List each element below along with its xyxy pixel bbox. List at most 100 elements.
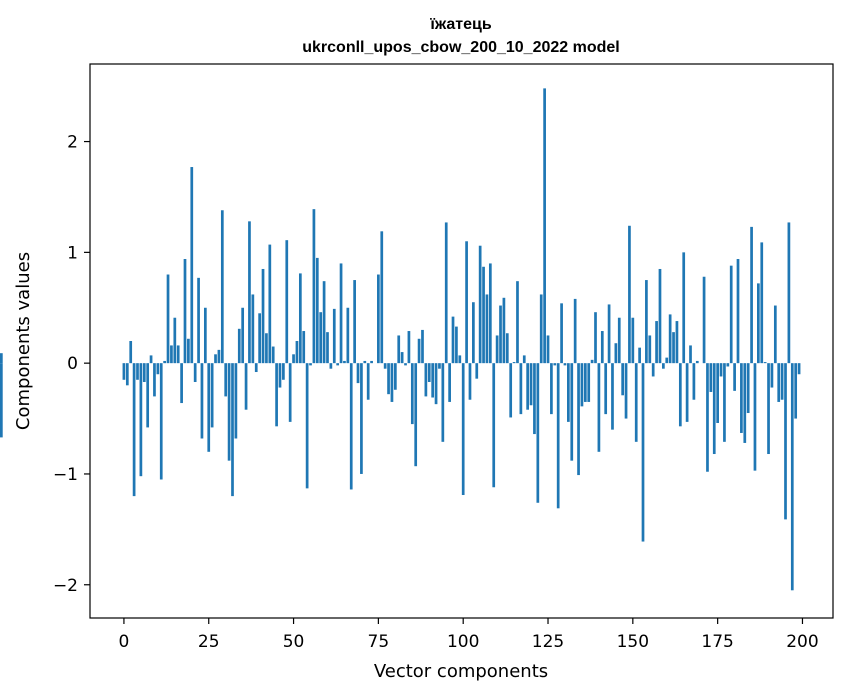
bar-component-7	[146, 363, 150, 428]
bar-component-97	[451, 316, 455, 364]
bars-group	[0, 88, 801, 591]
bar-component-168	[692, 363, 696, 400]
bar-component-24	[203, 307, 207, 364]
bar-component-12	[163, 360, 166, 364]
bar-component-79	[390, 363, 394, 402]
bar-component-30	[224, 363, 228, 397]
bar-component-130	[563, 363, 567, 366]
x-tick-label: 200	[786, 632, 818, 652]
x-tick-label: 100	[447, 632, 479, 652]
bar-component-197	[790, 363, 794, 591]
bar-component-148	[624, 363, 628, 419]
bar-component-120	[529, 363, 533, 406]
bar-component-90	[427, 363, 431, 382]
bar-component-31	[227, 363, 231, 461]
bar-component-172	[706, 363, 709, 472]
bar-component-147	[621, 363, 625, 396]
bar-component-53	[302, 331, 306, 364]
bar-component-83	[404, 363, 407, 366]
bar-component-145	[614, 343, 618, 364]
bar-component-184	[746, 363, 750, 414]
bar-component-68	[353, 280, 356, 364]
bar-component-153	[641, 363, 645, 542]
bar-component-106	[482, 266, 485, 364]
bar-component-178	[726, 363, 730, 367]
bar-component-165	[682, 252, 686, 364]
bar-component-119	[526, 363, 530, 410]
bar-component-129	[560, 303, 563, 364]
bar-component-158	[658, 268, 662, 364]
bar-component-28	[217, 349, 221, 364]
y-tick-label: 0	[67, 354, 78, 374]
bar-component-58	[319, 312, 323, 364]
bar-component-55	[309, 363, 312, 366]
bar-component-32	[231, 363, 234, 497]
bar-component-140	[597, 363, 601, 452]
bar-component-138	[590, 359, 594, 364]
bar-component-4	[136, 363, 139, 380]
bar-component-128	[556, 363, 560, 509]
bar-component-59	[322, 281, 326, 364]
bar-component-39	[254, 363, 258, 373]
bar-component-161	[668, 314, 672, 364]
bar-component-75	[377, 274, 380, 364]
bar-component-143	[607, 304, 611, 364]
bar-component-44	[271, 346, 275, 364]
bar-component-72	[366, 363, 370, 400]
bar-component-179	[729, 265, 733, 364]
bar-component-114	[509, 363, 513, 418]
bar-component-166	[685, 363, 689, 422]
bar-component-21	[193, 363, 197, 382]
bar-component-127	[553, 363, 557, 366]
bar-component-126	[550, 363, 553, 415]
bar-component-2	[129, 341, 133, 364]
bar-component-105	[478, 245, 482, 364]
bar-component-116	[516, 281, 519, 364]
bar-component-57	[315, 257, 319, 364]
x-tick-label: 175	[701, 632, 733, 652]
bar-component-135	[580, 363, 584, 407]
bar-component-9	[153, 363, 156, 397]
bar-component-146	[617, 317, 621, 364]
bar-component-89	[424, 363, 428, 397]
bar-component-193	[777, 363, 781, 402]
y-tick-label: −1	[53, 465, 78, 485]
x-tick-label: 150	[617, 632, 649, 652]
bar-component-121	[533, 363, 536, 435]
bar-component-60	[326, 332, 329, 364]
bar-component-15	[173, 317, 177, 364]
bar-component-23	[200, 363, 204, 439]
bar-component-52	[298, 273, 302, 364]
bar-component-154	[645, 280, 648, 364]
bar-component-80	[393, 363, 397, 390]
y-axis-label: Components values	[13, 252, 34, 430]
bar-component-123	[539, 294, 543, 364]
bar-component-104	[475, 363, 479, 379]
bar-component-92	[434, 363, 438, 405]
bar-component-88	[421, 329, 424, 364]
bar-component-177	[723, 363, 726, 442]
bar-component-6	[142, 363, 146, 382]
bar-component-152	[638, 347, 641, 364]
bar-component-131	[567, 363, 570, 422]
bar-component-188	[760, 242, 764, 364]
chart-subtitle: ukrconll_upos_cbow_200_10_2022 model	[302, 39, 619, 56]
bar-component-162	[672, 332, 675, 364]
bar-component-142	[604, 363, 608, 415]
bar-component-111	[499, 305, 502, 364]
bar-component-45	[275, 363, 278, 427]
bar-component-134	[577, 363, 580, 476]
bar-component-78	[387, 363, 390, 395]
bar-component-117	[519, 363, 523, 415]
y-tick-label: 2	[67, 133, 78, 153]
bar-component-0	[122, 363, 126, 380]
bar-component-155	[648, 335, 652, 364]
bar-component-159	[662, 363, 665, 369]
bar-component-98	[455, 326, 458, 364]
bar-component-1	[125, 363, 129, 386]
bar-component-136	[583, 363, 587, 402]
bar-component-37	[248, 221, 251, 364]
bar-component-27	[214, 354, 217, 364]
bar-component-47	[282, 363, 285, 380]
